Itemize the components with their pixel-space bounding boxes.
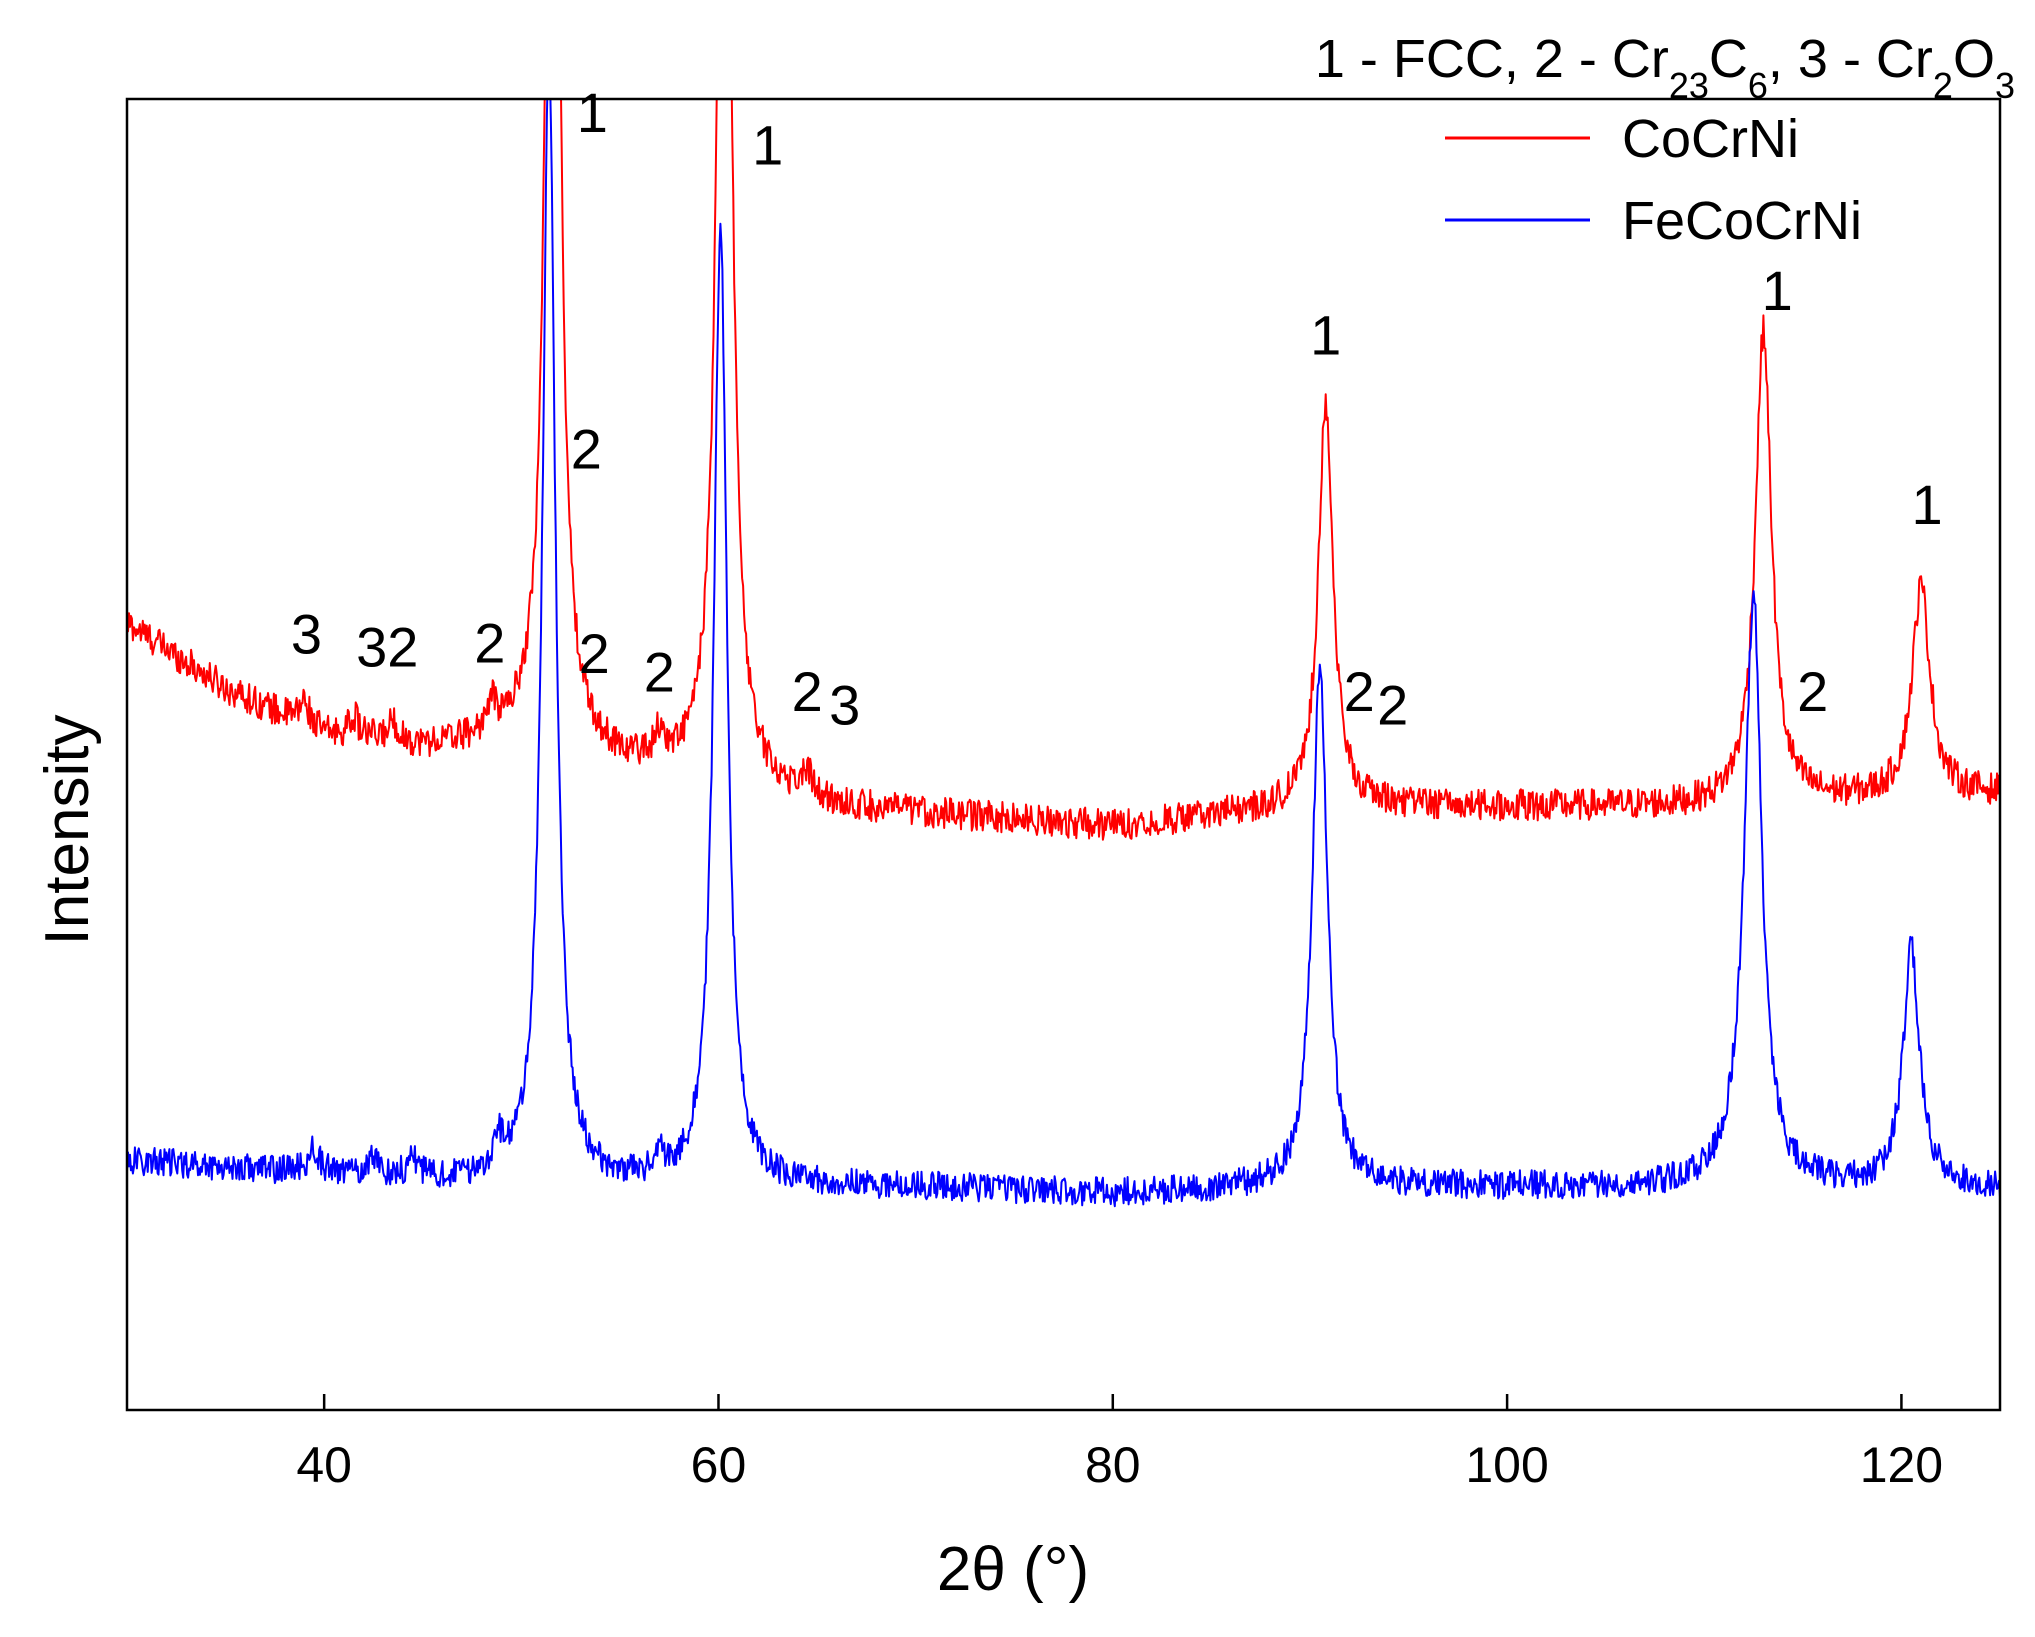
peak-label: 2	[792, 660, 823, 723]
peak-label: 2	[571, 418, 602, 481]
peak-label: 2	[579, 622, 610, 685]
series-layer	[127, 99, 2000, 1208]
peak-label: 1	[752, 114, 783, 177]
peak-label: 1	[1310, 304, 1341, 367]
phase-key-legend: 1 - FCC, 2 - Cr23C6, 3 - Cr2O3	[1315, 29, 2015, 106]
x-axis-title: 2θ (°)	[937, 1535, 1089, 1604]
legend: CoCrNi FeCoCrNi	[1445, 109, 1862, 251]
peak-label: 1	[1911, 473, 1942, 536]
legend-label-fecocrni: FeCoCrNi	[1622, 191, 1862, 251]
series-line-cocrni	[127, 99, 2000, 841]
legend-label-cocrni: CoCrNi	[1622, 109, 1799, 169]
x-tick-label: 40	[296, 1437, 352, 1493]
x-axis-ticks: 40 60 80 100 120	[296, 1394, 1943, 1493]
peak-label: 1	[577, 81, 608, 144]
peak-label: 2	[474, 612, 505, 675]
peak-label: 2	[644, 641, 675, 704]
y-axis-title: Intensity	[33, 715, 102, 946]
x-tick-label: 120	[1860, 1437, 1943, 1493]
series-line-fecocrni	[127, 99, 2000, 1208]
plot-frame	[125, 97, 2002, 1412]
peak-label: 3	[829, 673, 860, 736]
peak-label: 32	[356, 616, 418, 679]
x-tick-label: 80	[1085, 1437, 1141, 1493]
peak-label: 2	[1377, 673, 1408, 736]
peak-label: 2	[1344, 660, 1375, 723]
x-tick-label: 100	[1465, 1437, 1548, 1493]
peak-label: 2	[1797, 660, 1828, 723]
peak-label: 1	[1762, 259, 1793, 322]
peak-label: 3	[291, 603, 322, 666]
x-tick-label: 60	[691, 1437, 747, 1493]
